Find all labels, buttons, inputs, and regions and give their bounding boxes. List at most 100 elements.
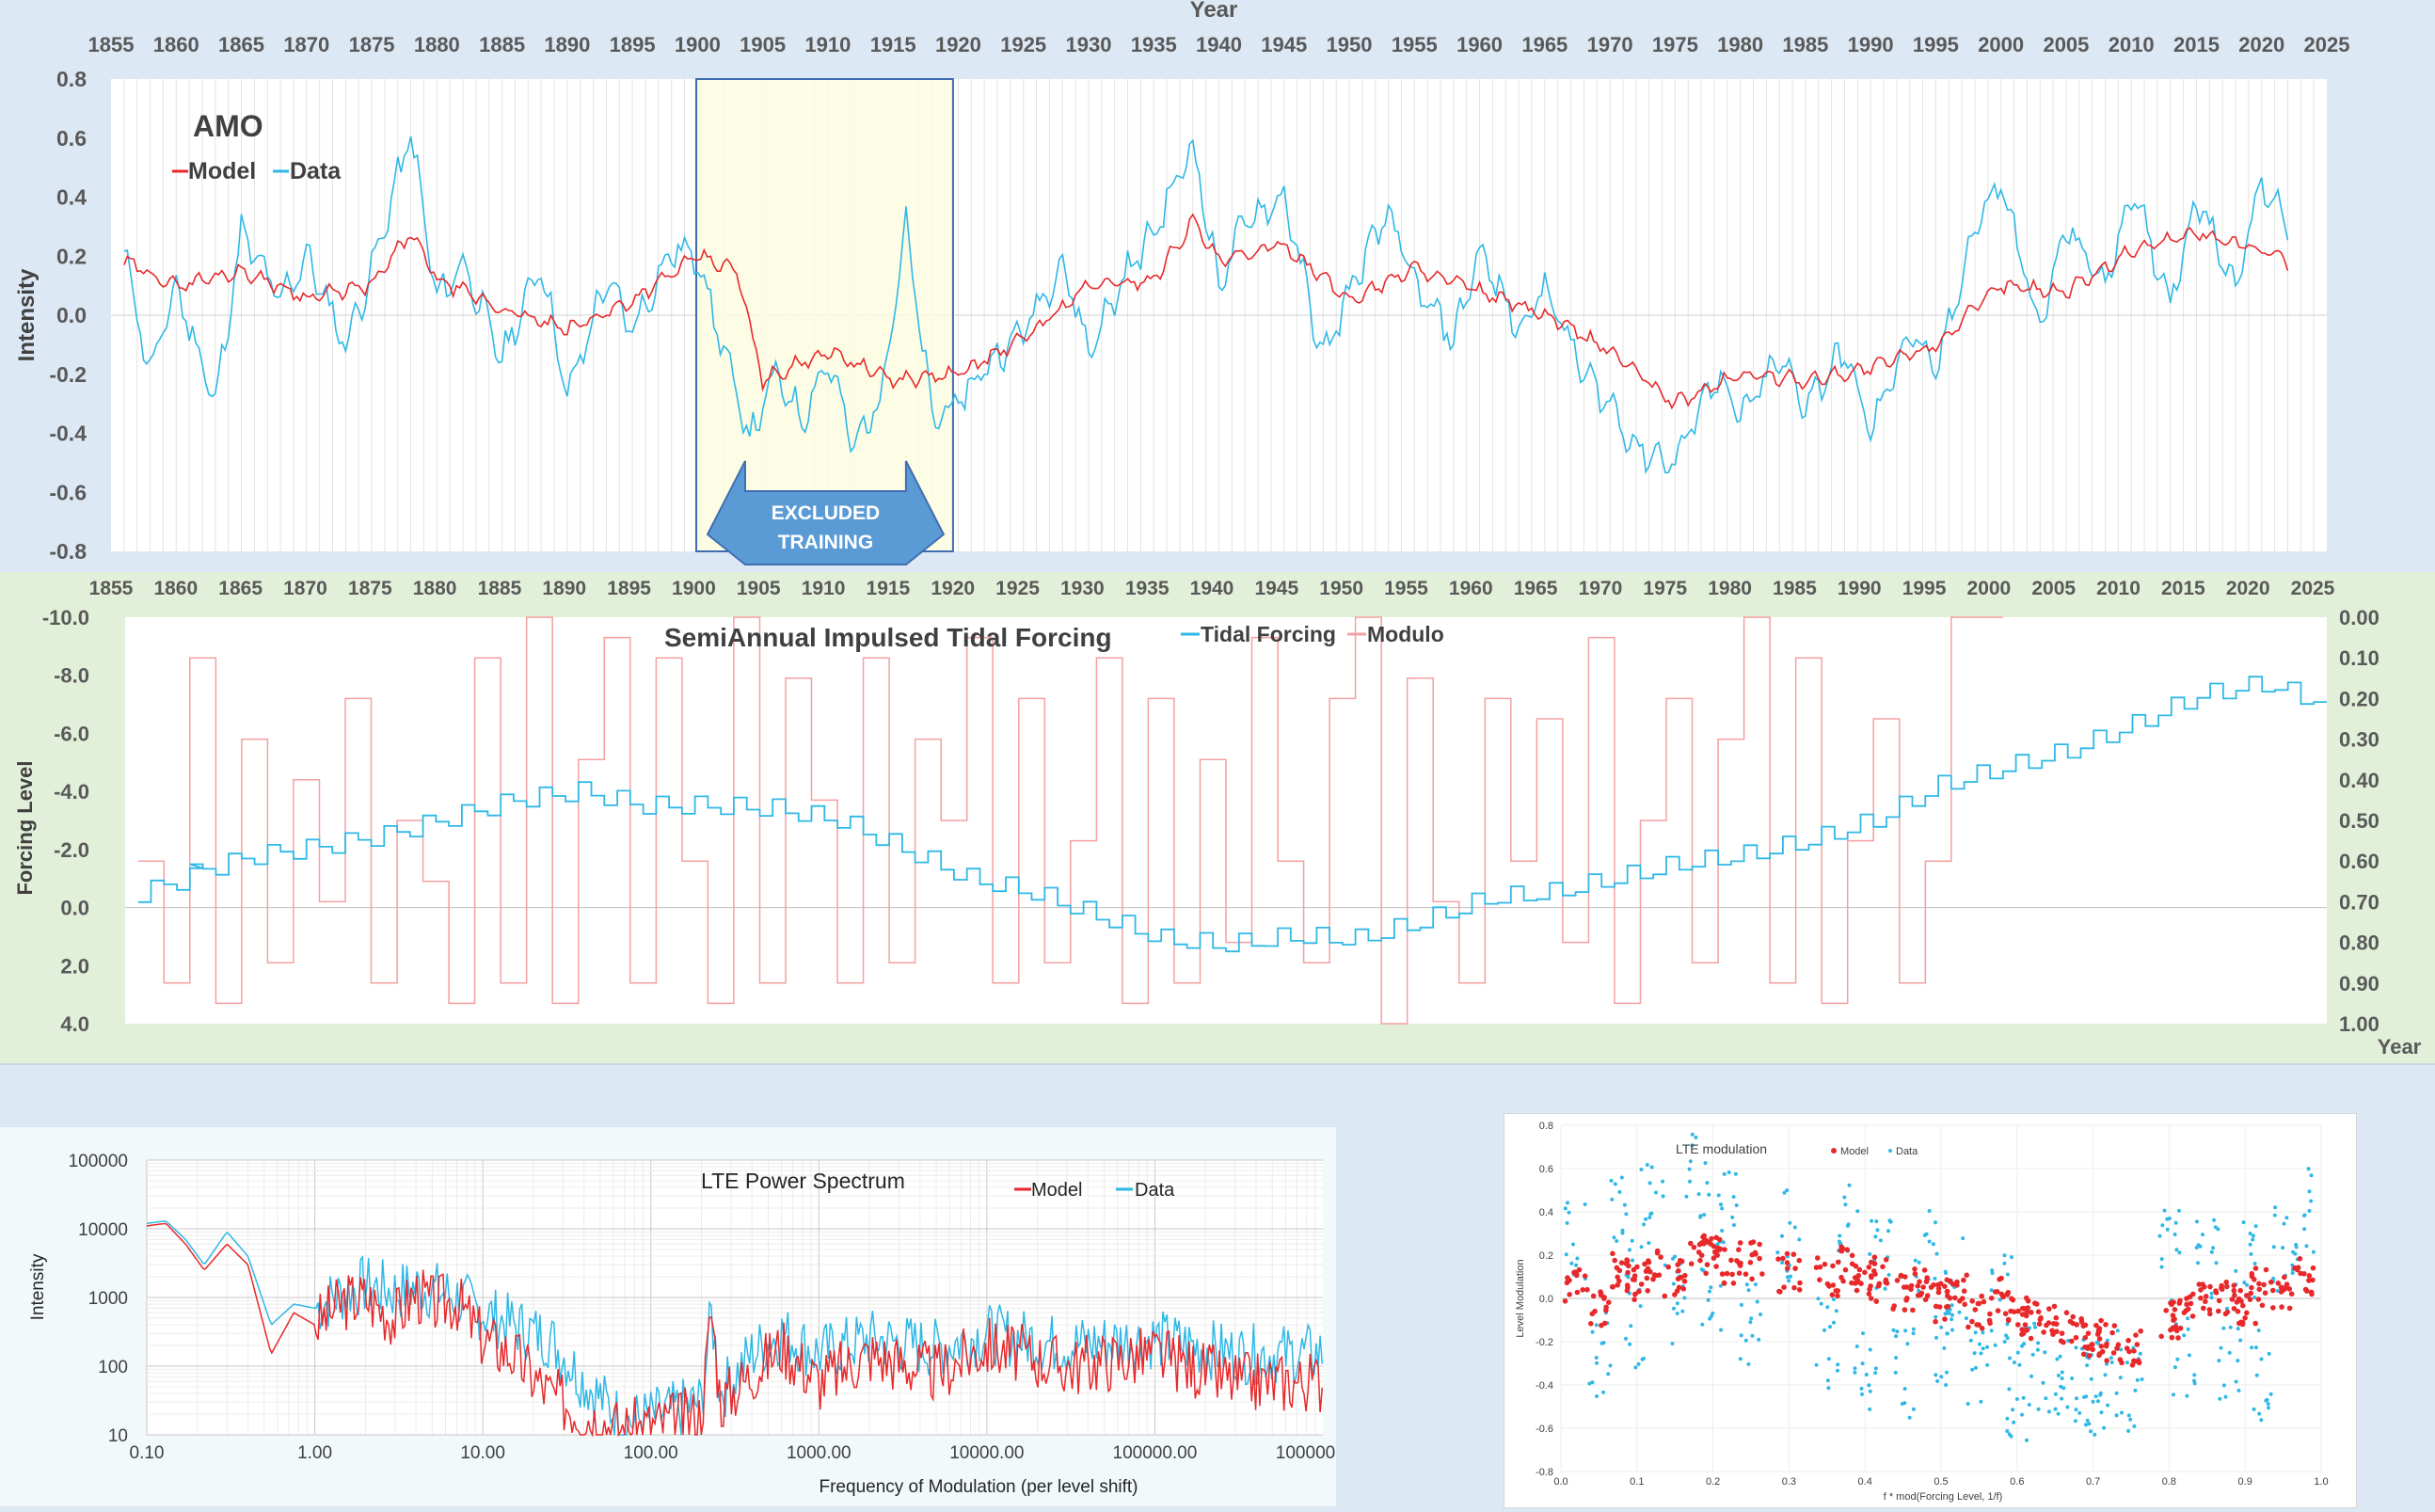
lte-point-model bbox=[1855, 1279, 1861, 1284]
lte-point-model bbox=[1873, 1298, 1879, 1304]
lte-point-model bbox=[2054, 1321, 2060, 1327]
amo-x-tick: 1855 bbox=[88, 33, 135, 56]
lte-point-data bbox=[2125, 1361, 2129, 1365]
lte-point-data bbox=[1943, 1269, 1948, 1274]
legend-spec-model-label: Model bbox=[1031, 1180, 1082, 1201]
lte-point-data bbox=[1822, 1328, 1826, 1332]
lte-point-model bbox=[1902, 1307, 1908, 1313]
lte-point-data bbox=[1894, 1334, 1899, 1339]
lte-point-data bbox=[1786, 1275, 1790, 1280]
lte-point-model bbox=[1606, 1299, 1612, 1305]
lte-point-data bbox=[1868, 1389, 1872, 1393]
lte-point-model bbox=[1954, 1279, 1960, 1285]
lte-point-data bbox=[2236, 1359, 2240, 1363]
lte-point-data bbox=[1944, 1383, 1949, 1387]
lte-point-model bbox=[1871, 1254, 1878, 1260]
legend-spec-data-label: Data bbox=[1135, 1180, 1175, 1201]
amo-y-tick: 0.4 bbox=[56, 185, 87, 210]
lte-point-data bbox=[1638, 1304, 1643, 1309]
tidal-y-tick: -4.0 bbox=[54, 780, 89, 804]
lte-point-model bbox=[2198, 1295, 2204, 1301]
lte-point-model bbox=[2080, 1323, 2086, 1329]
lte-point-data bbox=[1825, 1378, 1830, 1383]
lte-point-data bbox=[2307, 1209, 2312, 1213]
lte-point-data bbox=[1720, 1229, 1725, 1233]
tidal-y-tick: -6.0 bbox=[54, 722, 89, 745]
tidal-x-tick: 1920 bbox=[931, 578, 975, 599]
lte-point-data bbox=[1826, 1386, 1831, 1391]
lte-point-model bbox=[1748, 1240, 1754, 1246]
lte-point-model bbox=[1688, 1261, 1695, 1266]
lte-point-model bbox=[1688, 1240, 1694, 1247]
lte-point-model bbox=[1817, 1264, 1823, 1270]
lte-point-model bbox=[2203, 1294, 2209, 1299]
tidal-title: SemiAnnual Impulsed Tidal Forcing bbox=[664, 623, 1112, 652]
lte-point-data bbox=[1832, 1320, 1836, 1325]
lte-point-model bbox=[1743, 1271, 1749, 1277]
lte-point-data bbox=[1690, 1143, 1695, 1148]
lte-point-data bbox=[2294, 1245, 2299, 1249]
lte-x-tick: 0.0 bbox=[1553, 1476, 1568, 1488]
lte-point-data bbox=[2014, 1397, 2019, 1401]
lte-point-data bbox=[2058, 1354, 2062, 1359]
lte-point-model bbox=[1815, 1255, 1821, 1261]
lte-point-data bbox=[1939, 1325, 1944, 1329]
lte-point-model bbox=[2119, 1360, 2125, 1366]
lte-point-data bbox=[1935, 1378, 1940, 1383]
lte-point-model bbox=[2171, 1326, 2176, 1331]
lte-point-model bbox=[1654, 1248, 1661, 1254]
lte-point-model bbox=[2235, 1309, 2241, 1314]
lte-point-model bbox=[2231, 1282, 2237, 1288]
lte-point-data bbox=[2250, 1345, 2254, 1350]
lte-point-model bbox=[1749, 1276, 1755, 1282]
lte-point-model bbox=[1626, 1263, 1631, 1269]
tidal-x-tick: 1860 bbox=[153, 578, 198, 599]
lte-point-data bbox=[1626, 1275, 1631, 1280]
lte-point-data bbox=[2174, 1248, 2179, 1252]
amo-x-tick: 1940 bbox=[1196, 33, 1242, 56]
lte-point-model bbox=[2298, 1270, 2303, 1277]
lte-point-model bbox=[2294, 1266, 2300, 1273]
lte-point-data bbox=[1854, 1345, 1859, 1348]
lte-point-data bbox=[2005, 1322, 2010, 1327]
lte-point-model bbox=[2015, 1322, 2021, 1328]
tidal-x-tick: 1955 bbox=[1384, 578, 1428, 599]
lte-point-data bbox=[1563, 1206, 1568, 1211]
lte-point-data bbox=[1924, 1232, 1929, 1236]
lte-point-data bbox=[2118, 1376, 2123, 1380]
lte-point-data bbox=[1639, 1168, 1644, 1171]
lte-point-data bbox=[1868, 1407, 1872, 1411]
lte-point-data bbox=[1886, 1273, 1891, 1277]
lte-point-model bbox=[2244, 1310, 2250, 1316]
lte-point-model bbox=[1961, 1288, 1967, 1294]
lte-point-model bbox=[2171, 1317, 2176, 1323]
lte-point-model bbox=[2109, 1329, 2115, 1336]
amo-x-tick: 2000 bbox=[1978, 33, 2024, 56]
lte-point-model bbox=[1580, 1287, 1585, 1293]
amo-x-tick: 1950 bbox=[1327, 33, 1373, 56]
lte-point-model bbox=[1681, 1279, 1688, 1284]
lte-point-data bbox=[1883, 1286, 1887, 1291]
lte-point-model bbox=[2259, 1302, 2266, 1309]
lte-point-data bbox=[2084, 1423, 2088, 1427]
lte-point-data bbox=[2091, 1399, 2095, 1404]
lte-point-data bbox=[2234, 1379, 2238, 1384]
lte-point-model bbox=[1849, 1252, 1855, 1259]
amo-x-tick: 1990 bbox=[1848, 33, 1894, 56]
lte-point-model bbox=[1961, 1277, 1966, 1283]
lte-point-model bbox=[2090, 1346, 2095, 1353]
lte-point-model bbox=[1829, 1292, 1836, 1297]
lte-point-data bbox=[1718, 1283, 1723, 1288]
lte-point-model bbox=[1625, 1269, 1631, 1276]
lte-point-model bbox=[2231, 1287, 2237, 1294]
lte-point-data bbox=[1828, 1325, 1832, 1329]
lte-point-data bbox=[2265, 1397, 2269, 1402]
lte-point-data bbox=[1750, 1333, 1755, 1338]
lte-point-model bbox=[1780, 1255, 1786, 1262]
lte-point-data bbox=[1826, 1357, 1831, 1361]
spectrum-y-axis-label: Intensity bbox=[28, 1253, 48, 1320]
lte-point-model bbox=[2103, 1343, 2109, 1349]
lte-point-model bbox=[2306, 1273, 2313, 1279]
lte-point-data bbox=[2245, 1282, 2250, 1287]
lte-x-tick: 0.3 bbox=[1782, 1476, 1796, 1488]
